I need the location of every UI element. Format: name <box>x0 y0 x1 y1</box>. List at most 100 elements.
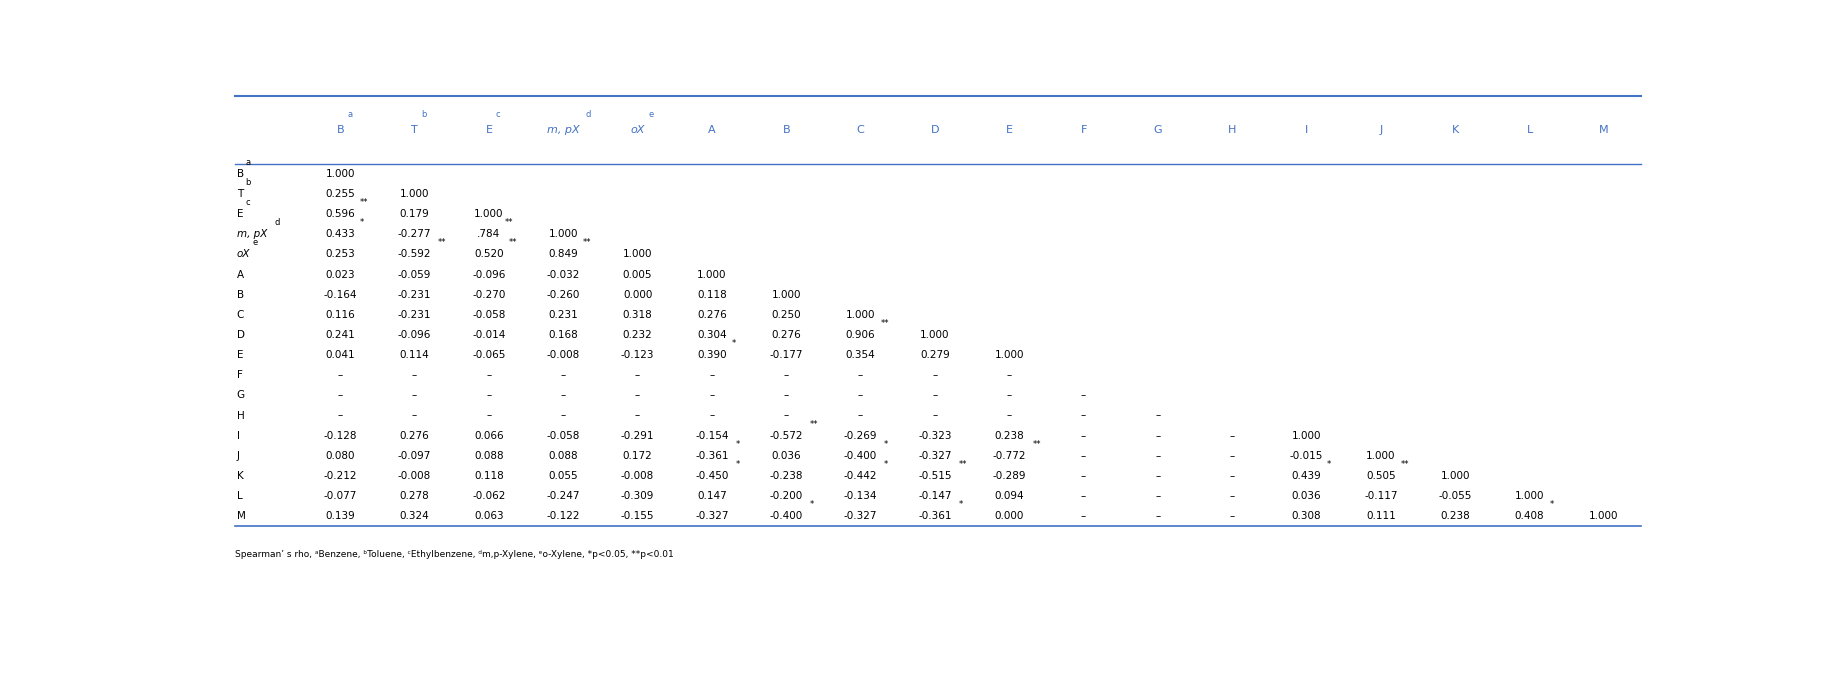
Text: M: M <box>1599 125 1608 135</box>
Text: –: – <box>412 390 418 400</box>
Text: *: * <box>735 460 739 469</box>
Text: -0.212: -0.212 <box>323 471 358 481</box>
Text: –: – <box>1230 471 1236 481</box>
Text: 0.179: 0.179 <box>400 209 429 219</box>
Text: I: I <box>1305 125 1309 135</box>
Text: 0.278: 0.278 <box>400 491 429 501</box>
Text: -0.247: -0.247 <box>546 491 580 501</box>
Text: –: – <box>1230 451 1236 461</box>
Text: **: ** <box>958 460 967 469</box>
Text: 1.000: 1.000 <box>474 209 504 219</box>
Text: –: – <box>1080 390 1086 400</box>
Text: 0.005: 0.005 <box>622 269 652 279</box>
Text: 0.118: 0.118 <box>697 289 726 299</box>
Text: –: – <box>1155 431 1161 441</box>
Text: 1.000: 1.000 <box>845 310 876 320</box>
Text: **: ** <box>509 238 516 248</box>
Text: -0.008: -0.008 <box>620 471 653 481</box>
Text: -0.123: -0.123 <box>620 350 655 360</box>
Text: –: – <box>858 390 863 400</box>
Text: T: T <box>237 189 243 199</box>
Text: .784: .784 <box>478 229 500 239</box>
Text: -0.289: -0.289 <box>993 471 1026 481</box>
Text: -0.327: -0.327 <box>843 511 878 522</box>
Text: 0.520: 0.520 <box>474 250 504 259</box>
Text: J: J <box>1380 125 1383 135</box>
Text: –: – <box>1080 511 1086 522</box>
Text: E: E <box>237 350 243 360</box>
Text: –: – <box>1155 491 1161 501</box>
Text: J: J <box>237 451 239 461</box>
Text: 1.000: 1.000 <box>325 169 356 179</box>
Text: H: H <box>1228 125 1237 135</box>
Text: G: G <box>237 390 245 400</box>
Text: -0.231: -0.231 <box>398 289 431 299</box>
Text: 0.041: 0.041 <box>325 350 356 360</box>
Text: –: – <box>485 390 491 400</box>
Text: **: ** <box>506 218 513 227</box>
Text: 0.324: 0.324 <box>400 511 429 522</box>
Text: -0.277: -0.277 <box>398 229 431 239</box>
Text: -0.327: -0.327 <box>695 511 728 522</box>
Text: d: d <box>276 218 281 227</box>
Text: K: K <box>237 471 243 481</box>
Text: **: ** <box>582 238 591 248</box>
Text: **: ** <box>360 198 369 207</box>
Text: –: – <box>338 390 343 400</box>
Text: E: E <box>237 209 243 219</box>
Text: *: * <box>958 501 962 509</box>
Text: *: * <box>1549 501 1553 509</box>
Text: 0.408: 0.408 <box>1515 511 1544 522</box>
Text: -0.058: -0.058 <box>546 431 580 441</box>
Text: -0.400: -0.400 <box>770 511 803 522</box>
Text: C: C <box>856 125 865 135</box>
Text: 0.238: 0.238 <box>1440 511 1471 522</box>
Text: –: – <box>1155 451 1161 461</box>
Text: 0.139: 0.139 <box>325 511 356 522</box>
Text: *: * <box>883 440 889 449</box>
Text: -0.450: -0.450 <box>695 471 728 481</box>
Text: H: H <box>237 411 245 421</box>
Text: -0.065: -0.065 <box>473 350 506 360</box>
Text: L: L <box>237 491 243 501</box>
Text: -0.572: -0.572 <box>770 431 803 441</box>
Text: c: c <box>245 198 250 207</box>
Text: 0.906: 0.906 <box>845 330 876 340</box>
Text: *: * <box>883 460 889 469</box>
Text: 0.000: 0.000 <box>622 289 652 299</box>
Text: a: a <box>347 110 352 119</box>
Text: *: * <box>732 339 735 348</box>
Text: –: – <box>635 411 641 421</box>
Text: B: B <box>783 125 790 135</box>
Text: 0.255: 0.255 <box>325 189 356 199</box>
Text: D: D <box>237 330 245 340</box>
Text: -0.200: -0.200 <box>770 491 803 501</box>
Text: -0.361: -0.361 <box>695 451 728 461</box>
Text: –: – <box>1080 411 1086 421</box>
Text: –: – <box>338 411 343 421</box>
Text: 0.172: 0.172 <box>622 451 653 461</box>
Text: 0.111: 0.111 <box>1367 511 1396 522</box>
Text: T: T <box>411 125 418 135</box>
Text: 0.055: 0.055 <box>549 471 579 481</box>
Text: **: ** <box>810 420 818 429</box>
Text: –: – <box>1155 511 1161 522</box>
Text: -0.096: -0.096 <box>473 269 506 279</box>
Text: –: – <box>560 390 566 400</box>
Text: -0.058: -0.058 <box>473 310 506 320</box>
Text: 0.318: 0.318 <box>622 310 653 320</box>
Text: e: e <box>252 238 257 248</box>
Text: 0.849: 0.849 <box>548 250 579 259</box>
Text: –: – <box>412 411 418 421</box>
Text: –: – <box>338 370 343 380</box>
Text: -0.134: -0.134 <box>843 491 878 501</box>
Text: **: ** <box>438 238 447 248</box>
Text: 0.276: 0.276 <box>400 431 429 441</box>
Text: –: – <box>635 370 641 380</box>
Text: –: – <box>858 370 863 380</box>
Text: 0.147: 0.147 <box>697 491 726 501</box>
Text: -0.323: -0.323 <box>918 431 951 441</box>
Text: m, pX: m, pX <box>548 125 580 135</box>
Text: -0.269: -0.269 <box>843 431 878 441</box>
Text: 1.000: 1.000 <box>549 229 579 239</box>
